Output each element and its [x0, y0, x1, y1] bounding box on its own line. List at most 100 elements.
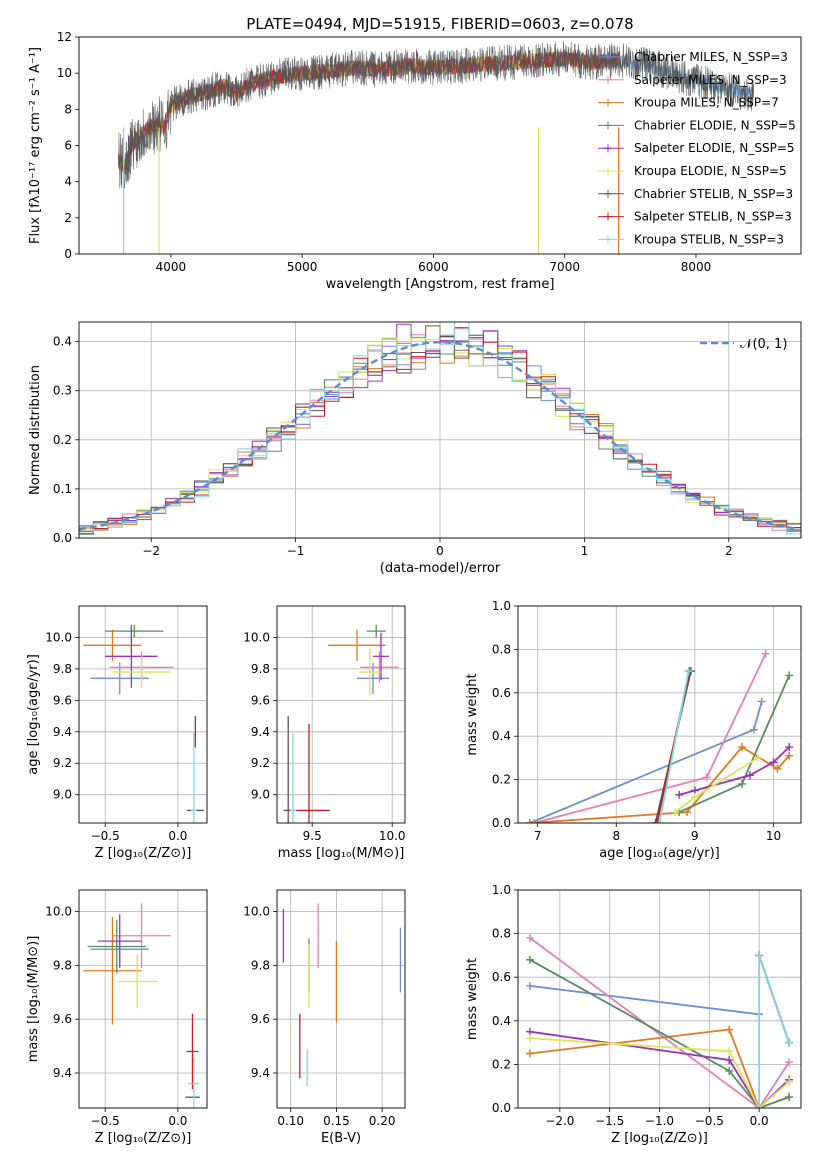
y-tick-label: 9.6: [251, 1012, 270, 1026]
legend-entry: Chabrier MILES, N_SSP=3: [634, 50, 788, 64]
weight-marker: [785, 1058, 794, 1067]
x-tick-label: 0.10: [277, 1114, 304, 1128]
weight-series: [755, 951, 794, 1108]
x-tick-label: 5000: [287, 260, 318, 274]
weight-marker: [753, 753, 762, 762]
weight-marker: [725, 1056, 734, 1065]
y-tick-label: 2: [64, 211, 72, 225]
y-tick-label: 9.0: [53, 788, 72, 802]
legend-marker: [604, 189, 612, 198]
y-tick-label: 9.4: [53, 725, 72, 739]
legend-entry: Salpeter STELIB, N_SSP=3: [634, 210, 792, 224]
legend-marker: [604, 235, 612, 244]
y-tick-label: 0.8: [492, 927, 511, 941]
y-tick-label: 9.6: [53, 1012, 72, 1026]
x-axis-label: Z [log₁₀(Z/Z⊙)]: [95, 846, 192, 861]
weight-marker: [525, 981, 534, 990]
errorbar-point: [97, 914, 142, 969]
y-tick-label: 10.0: [243, 905, 270, 919]
weight-series: [529, 649, 770, 823]
legend-marker: [604, 121, 612, 130]
weight-marker: [525, 933, 534, 942]
spectrum-line: [118, 41, 754, 190]
weight-marker: [525, 1034, 534, 1043]
axes-frame: [276, 889, 406, 1109]
legend-entry: Kroupa ELODIE, N_SSP=5: [634, 164, 787, 178]
errorbar-point: [191, 731, 197, 823]
x-tick-label: 7: [534, 829, 542, 843]
y-tick-label: 9.4: [53, 1066, 72, 1080]
plot-area: [83, 624, 205, 823]
x-tick-label: 0.15: [323, 1114, 350, 1128]
weight-marker: [525, 1049, 534, 1058]
errorbar-point: [366, 624, 386, 638]
y-tick-label: 9.2: [251, 756, 270, 770]
weight-marker: [655, 819, 664, 823]
weight-marker: [725, 1025, 734, 1034]
weight-marker: [738, 743, 747, 752]
plot-area: [118, 41, 755, 254]
y-tick-label: 0.8: [492, 642, 511, 656]
plot-area: [525, 649, 794, 823]
y-tick-label: 4: [64, 175, 72, 189]
x-axis-label: E(B-V): [321, 1131, 361, 1146]
panel-spectrum: 4000 5000 6000 7000 8000 0 2 4 6 8 10 12 wavelength …: [28, 30, 802, 292]
weight-marker: [651, 819, 660, 823]
legend-entry: Salpeter MILES, N_SSP=3: [634, 73, 787, 87]
x-tick-label: 9: [691, 829, 699, 843]
y-tick-label: 0.2: [492, 1057, 511, 1071]
errorbar-point: [105, 624, 158, 688]
x-tick-label: 7000: [549, 260, 580, 274]
axes-frame: [517, 889, 802, 1109]
errorbar-point: [188, 1056, 200, 1108]
weight-marker: [684, 667, 693, 676]
panel-mass_vs_z: −0.5 0.0 9.4 9.6 9.8 10.0 Z [log₁₀(Z/Z⊙)] mass …: [26, 889, 208, 1146]
weight-line: [678, 675, 791, 813]
errorbar-point: [328, 629, 386, 662]
x-tick-label: −1: [287, 544, 305, 558]
errorbar-point: [105, 624, 164, 638]
axes-frame: [78, 321, 802, 539]
y-tick-label: 1.0: [492, 883, 511, 897]
legend-marker: [604, 144, 612, 153]
plot-area: [79, 322, 801, 535]
x-tick-label: −1.0: [645, 1114, 674, 1128]
weight-marker: [785, 1077, 794, 1086]
y-tick-label: 1.0: [492, 599, 511, 613]
x-tick-label: 8000: [681, 260, 712, 274]
weight-series: [671, 753, 762, 817]
errorbar-point: [112, 903, 171, 969]
errorbar-point: [289, 731, 297, 823]
errorbar-point: [112, 656, 171, 688]
y-tick-label: 10: [57, 66, 72, 80]
weight-marker: [757, 697, 766, 706]
legend-entry: Salpeter ELODIE, N_SSP=5: [634, 141, 795, 155]
x-tick-label: 10.0: [379, 829, 406, 843]
y-tick-label: 9.8: [251, 958, 270, 972]
y-tick-label: 0.0: [53, 531, 72, 545]
weight-series: [655, 667, 693, 823]
panel-weight_vs_age: 7 8 9 10 0.0 0.2 0.4 0.6 0.8 1.0 age [log₁₀(age/yr…: [465, 599, 802, 861]
y-tick-label: 8: [64, 102, 72, 116]
y-tick-label: 9.4: [251, 1066, 270, 1080]
weight-marker: [785, 671, 794, 680]
legend-marker: [604, 75, 612, 84]
residuals-legend: 𝒩(0, 1): [700, 337, 787, 352]
y-tick-label: 9.8: [53, 958, 72, 972]
legend-entry: Kroupa STELIB, N_SSP=3: [634, 232, 784, 246]
panel-residuals: −2 −1 0 1 2 0.0 0.1 0.2 0.3 0.4 (data-model)/error…: [28, 321, 802, 576]
weight-marker: [738, 779, 747, 788]
weight-marker: [529, 819, 538, 823]
x-axis-label: wavelength [Angstrom, rest frame]: [326, 277, 555, 292]
y-tick-label: 0.1: [53, 482, 72, 496]
y-tick-label: 0.4: [492, 729, 511, 743]
weight-marker: [675, 790, 684, 799]
legend-marker: [604, 53, 612, 61]
legend-marker: [604, 212, 612, 221]
y-tick-label: 0.6: [492, 686, 511, 700]
legend-entry: 𝒩(0, 1): [740, 337, 787, 352]
weight-marker: [525, 955, 534, 964]
y-tick-label: 0: [64, 247, 72, 261]
x-tick-label: 4000: [156, 260, 187, 274]
